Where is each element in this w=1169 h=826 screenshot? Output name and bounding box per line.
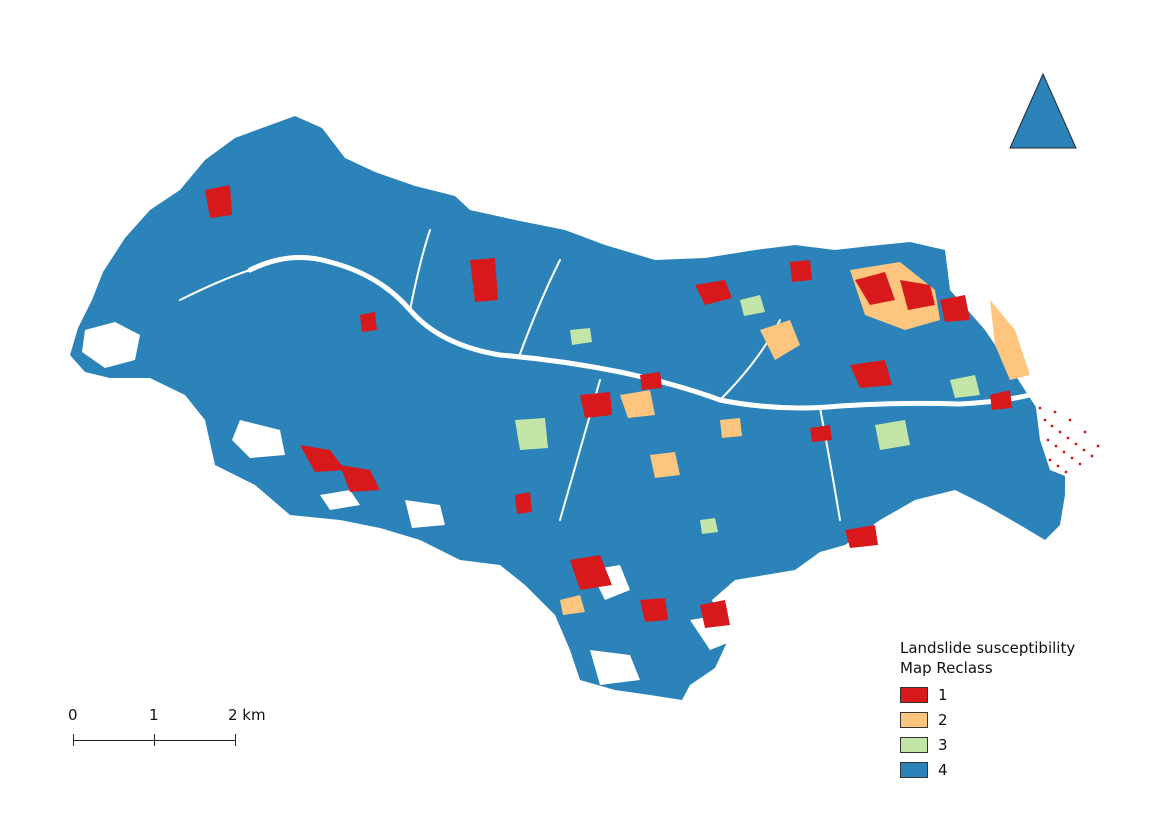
north-arrow-icon — [1009, 72, 1077, 149]
legend-title: Landslide susceptibility — [900, 639, 1076, 657]
class-1-patches — [205, 185, 1012, 628]
legend-item: 4 — [900, 757, 1075, 782]
scale-label-0: 0 — [68, 706, 78, 724]
basin-polygon — [70, 116, 1065, 700]
legend-swatch — [900, 711, 928, 728]
class-3-patches — [515, 295, 980, 534]
legend-swatch — [900, 736, 928, 753]
legend-items: 1 2 3 4 — [900, 682, 1075, 782]
legend-item: 1 — [900, 682, 1075, 707]
legend-label: 1 — [938, 685, 948, 704]
legend-swatch — [900, 761, 928, 778]
legend-swatch — [900, 686, 928, 703]
scale-label-1: 1 — [149, 706, 159, 724]
legend-subtitle: Map Reclass — [900, 659, 993, 677]
dotted-red-area — [1038, 406, 1100, 474]
legend-item: 3 — [900, 732, 1075, 757]
legend-label: 2 — [938, 710, 948, 729]
legend-label: 4 — [938, 760, 948, 779]
legend: Landslide susceptibility Map Reclass 1 2 3… — [900, 638, 1075, 782]
legend-label: 3 — [938, 735, 948, 754]
scale-tick — [154, 734, 155, 746]
legend-item: 2 — [900, 707, 1075, 732]
scale-tick — [235, 734, 236, 746]
scale-tick — [73, 734, 74, 746]
scale-label-2: 2 km — [228, 706, 266, 724]
scale-bar: 0 1 2 km — [62, 706, 282, 756]
